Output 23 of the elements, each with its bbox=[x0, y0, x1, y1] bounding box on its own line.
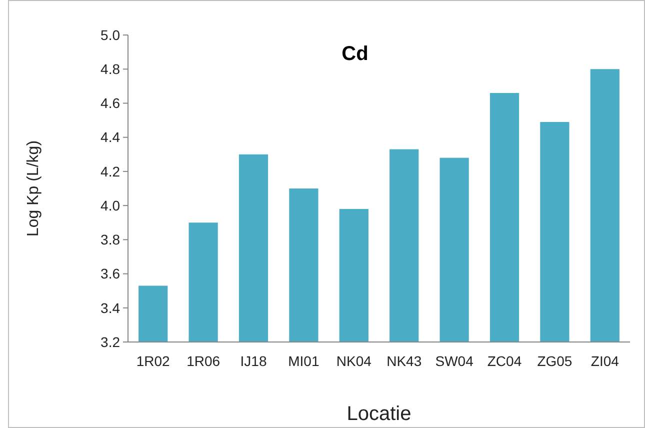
y-tick-label: 4.6 bbox=[100, 95, 120, 112]
x-tick-label: 1R02 bbox=[136, 353, 170, 369]
y-tick-label: 4.0 bbox=[100, 197, 120, 214]
y-tick-label: 4.4 bbox=[100, 129, 120, 146]
y-tick-label: 3.6 bbox=[100, 266, 120, 282]
y-tick-label: 3.4 bbox=[100, 300, 120, 316]
y-tick-label: 4.2 bbox=[100, 163, 120, 180]
x-tick-label: ZC04 bbox=[487, 353, 522, 369]
x-tick-label: IJ18 bbox=[240, 353, 267, 369]
x-axis-title: Locatie bbox=[346, 403, 412, 425]
y-tick-label: 3.2 bbox=[100, 334, 120, 350]
x-tick-label: 1R06 bbox=[186, 353, 220, 369]
y-tick-label: 4.8 bbox=[100, 61, 120, 78]
y-tick-label: 3.8 bbox=[100, 232, 120, 248]
x-tick-label: MI01 bbox=[288, 353, 320, 369]
x-tick-label: ZI04 bbox=[590, 353, 620, 369]
chart-title: Cd bbox=[342, 43, 368, 65]
x-tick-label: ZG05 bbox=[537, 353, 572, 369]
x-tick-label: NK04 bbox=[336, 353, 372, 369]
y-axis-title: Log Kp (L/kg) bbox=[25, 140, 42, 237]
x-tick-label: NK43 bbox=[386, 353, 422, 369]
y-tick-label: 5.0 bbox=[100, 26, 120, 43]
x-tick-label: SW04 bbox=[435, 353, 474, 369]
